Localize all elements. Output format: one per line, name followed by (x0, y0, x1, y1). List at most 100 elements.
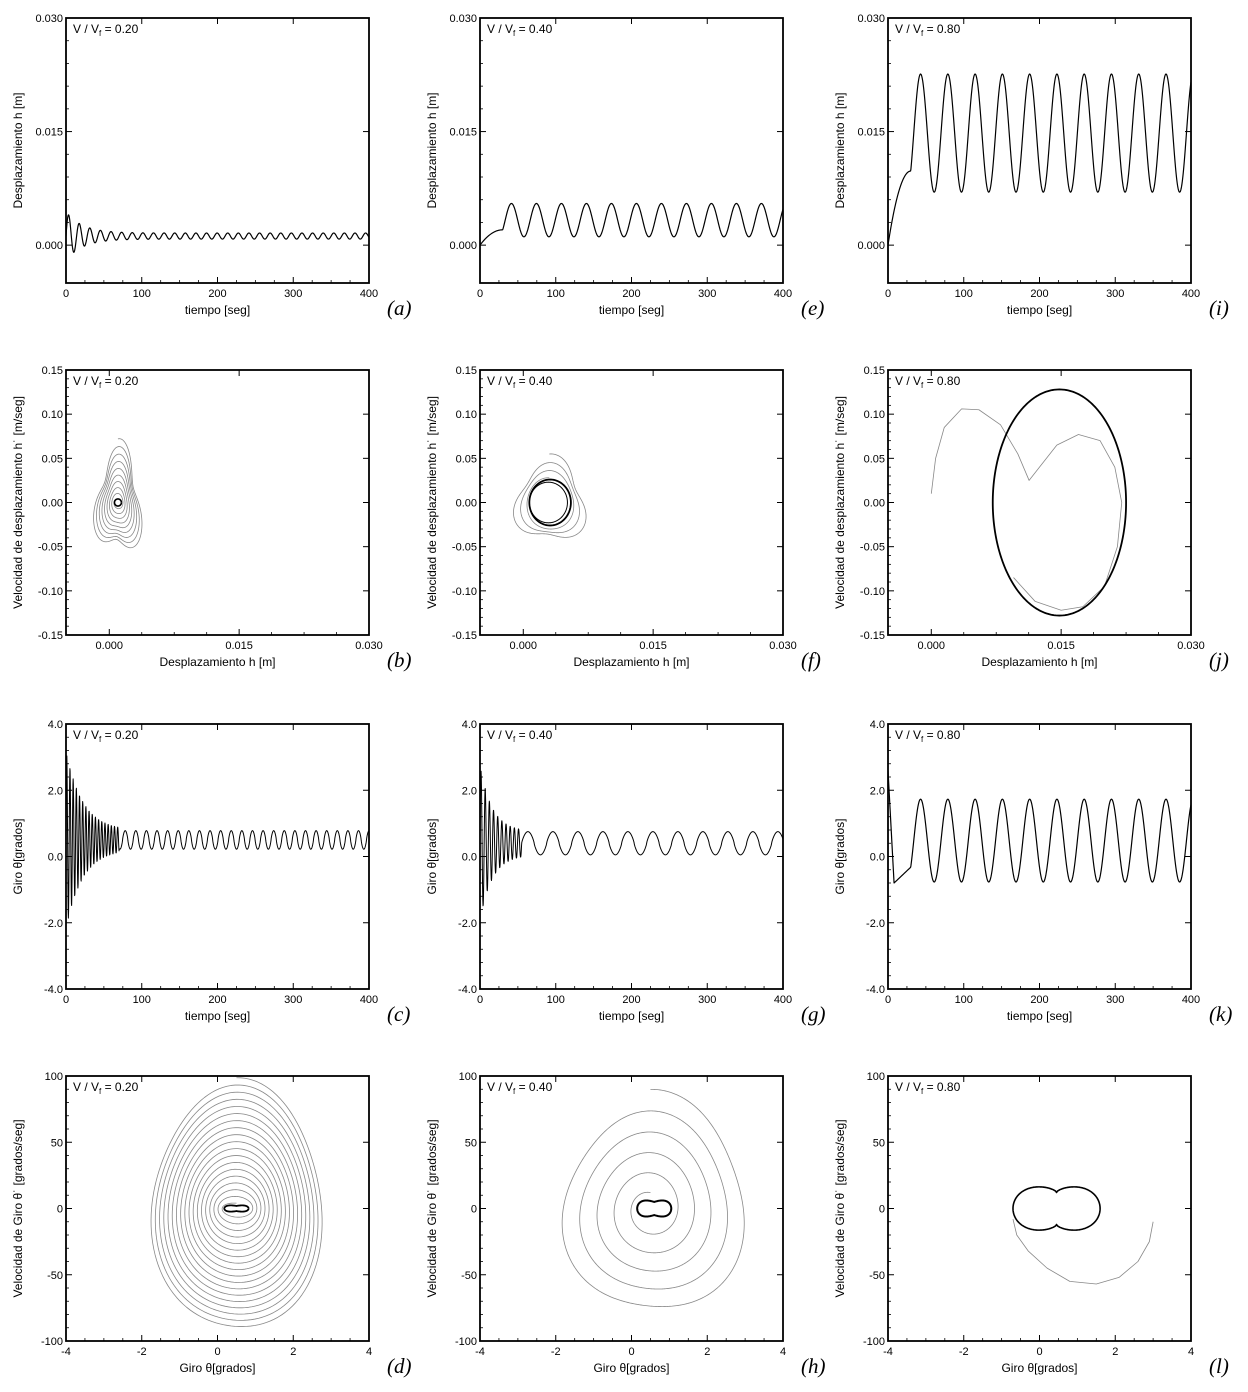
x-tick-label: -4 (883, 1346, 893, 1358)
y-tick-label: 50 (465, 1137, 477, 1149)
y-axis-label: Velocidad de desplazamiento h˙ [m/seg] (11, 396, 25, 609)
panel-letter: (l) (1209, 1354, 1229, 1378)
y-axis-label: Velocidad de Giro θ˙ [grados/seg] (833, 1119, 847, 1297)
x-tick-label: 0.000 (96, 640, 124, 652)
y-tick-label: -50 (461, 1270, 477, 1282)
annotation-sub: f (513, 29, 516, 38)
x-tick-label: 0.030 (355, 640, 383, 652)
x-tick-label: 400 (360, 288, 378, 300)
x-axis-label: Desplazamiento h [m] (981, 655, 1097, 669)
y-tick-label: 0 (471, 1204, 477, 1216)
velocity-ratio-annotation: V / Vf = 0.80 (895, 374, 961, 390)
x-axis-label: Giro θ[grados] (1001, 1361, 1077, 1375)
annotation-sub: f (921, 1087, 924, 1096)
y-tick-label: -0.05 (452, 542, 477, 554)
x-tick-label: 0 (63, 288, 69, 300)
x-tick-label: 0.030 (769, 640, 797, 652)
y-tick-label: -0.10 (38, 586, 63, 598)
x-tick-label: -2 (959, 1346, 969, 1358)
x-tick-label: 300 (698, 288, 716, 300)
panel-letter: (j) (1209, 648, 1229, 672)
annotation-sub: f (99, 1087, 102, 1096)
x-tick-label: 100 (133, 994, 151, 1006)
x-tick-label: 400 (1182, 288, 1200, 300)
y-tick-label: -0.10 (452, 586, 477, 598)
annotation-value: = 0.80 (923, 374, 960, 388)
annotation-sub: f (99, 381, 102, 390)
annotation-sub: f (99, 29, 102, 38)
y-axis-label: Velocidad de desplazamiento h˙ [m/seg] (833, 396, 847, 609)
x-tick-label: 0 (477, 994, 483, 1006)
y-tick-label: 0.05 (456, 453, 477, 465)
annotation-value: = 0.40 (515, 374, 552, 388)
x-tick-label: 200 (1030, 288, 1048, 300)
plot-frame (479, 723, 784, 990)
velocity-ratio-annotation: V / Vf = 0.80 (895, 22, 961, 38)
x-tick-label: 400 (1182, 994, 1200, 1006)
x-tick-label: 2 (1112, 1346, 1118, 1358)
y-tick-label: -0.05 (38, 542, 63, 554)
x-tick-label: 4 (1188, 1346, 1194, 1358)
annotation-value: = 0.20 (101, 22, 138, 36)
y-tick-label: -0.15 (860, 630, 885, 642)
annotation-main: V / V (73, 728, 99, 742)
plot-frame (65, 723, 370, 990)
chart-panel-l: -4 -2 0 2 4 -100 -50 0 50 100 Giro θ[grados] Veloci… (833, 1071, 1229, 1378)
y-tick-label: 0.10 (864, 409, 885, 421)
annotation-main: V / V (487, 22, 513, 36)
velocity-ratio-annotation: V / Vf = 0.80 (895, 1080, 961, 1096)
x-tick-label: -4 (475, 1346, 485, 1358)
velocity-ratio-annotation: V / Vf = 0.40 (487, 1080, 553, 1096)
annotation-sub: f (99, 735, 102, 744)
series-line-d-0 (150, 1077, 323, 1327)
annotation-value: = 0.20 (101, 1080, 138, 1094)
y-tick-label: 0.030 (35, 13, 63, 25)
y-axis-label: Giro θ[grados] (11, 818, 25, 894)
x-tick-label: 0.000 (510, 640, 538, 652)
y-tick-label: -0.10 (860, 586, 885, 598)
panel-letter: (f) (801, 648, 821, 672)
y-tick-label: 4.0 (462, 719, 477, 731)
y-tick-label: 0.00 (456, 498, 477, 510)
x-tick-label: 200 (622, 288, 640, 300)
x-tick-label: 300 (1106, 288, 1124, 300)
series-line-l-0 (1012, 1219, 1154, 1285)
chart-panel-c: 0 100 200 300 400 -4.0 -2.0 0.0 2.0 4.0 tiempo [se… (11, 719, 410, 1026)
velocity-ratio-annotation: V / Vf = 0.80 (895, 728, 961, 744)
x-tick-label: 400 (774, 994, 792, 1006)
plot-frame (65, 1075, 370, 1342)
y-tick-label: 100 (459, 1071, 477, 1083)
panel-letter: (b) (387, 648, 412, 672)
y-tick-label: 0.000 (449, 240, 477, 252)
x-axis-label: Desplazamiento h [m] (159, 655, 275, 669)
panel-letter: (k) (1209, 1002, 1232, 1026)
y-tick-label: 0.15 (456, 365, 477, 377)
series-line-b-1 (113, 498, 123, 507)
series-line-b-0 (93, 438, 143, 549)
velocity-ratio-annotation: V / Vf = 0.40 (487, 22, 553, 38)
panel-letter: (e) (801, 296, 824, 320)
x-tick-label: 4 (780, 1346, 786, 1358)
y-tick-label: 0.015 (449, 127, 477, 139)
annotation-value: = 0.40 (515, 1080, 552, 1094)
x-axis-label: tiempo [seg] (185, 303, 250, 317)
x-axis-label: tiempo [seg] (1007, 303, 1072, 317)
annotation-value: = 0.40 (515, 728, 552, 742)
y-axis-label: Giro θ[grados] (833, 818, 847, 894)
velocity-ratio-annotation: V / Vf = 0.20 (73, 1080, 139, 1096)
x-tick-label: 0 (63, 994, 69, 1006)
series-line-l-1 (1012, 1186, 1101, 1231)
series-line-e-0 (480, 202, 783, 246)
y-tick-label: 0.000 (35, 240, 63, 252)
annotation-sub: f (513, 381, 516, 390)
chart-panel-k: 0 100 200 300 400 -4.0 -2.0 0.0 2.0 4.0 tiempo [se… (833, 719, 1232, 1026)
x-tick-label: -2 (551, 1346, 561, 1358)
x-tick-label: 0 (885, 994, 891, 1006)
x-axis-label: tiempo [seg] (1007, 1009, 1072, 1023)
chart-panel-g: 0 100 200 300 400 -4.0 -2.0 0.0 2.0 4.0 tiempo [se… (425, 719, 826, 1026)
annotation-value: = 0.80 (923, 1080, 960, 1094)
y-axis-label: Velocidad de Giro θ˙ [grados/seg] (11, 1119, 25, 1297)
x-tick-label: 2 (290, 1346, 296, 1358)
x-tick-label: 0.015 (639, 640, 667, 652)
y-tick-label: 100 (867, 1071, 885, 1083)
